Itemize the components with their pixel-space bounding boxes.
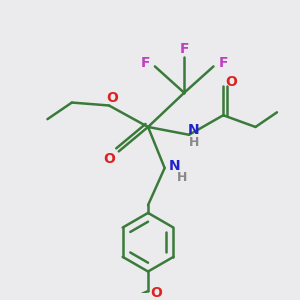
Text: N: N — [188, 123, 200, 137]
Text: O: O — [225, 75, 237, 89]
Text: H: H — [177, 171, 188, 184]
Text: O: O — [106, 91, 118, 105]
Text: O: O — [150, 286, 162, 300]
Text: F: F — [179, 42, 189, 56]
Text: F: F — [140, 56, 150, 70]
Text: H: H — [189, 136, 199, 149]
Text: O: O — [103, 152, 115, 166]
Text: F: F — [218, 56, 228, 70]
Text: N: N — [169, 159, 180, 173]
